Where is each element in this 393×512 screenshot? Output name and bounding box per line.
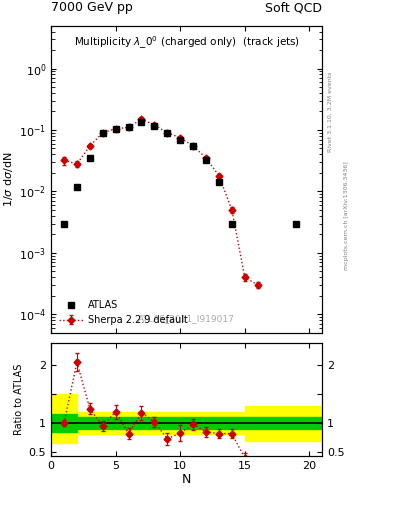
ATLAS [217,179,221,185]
ATLAS [230,221,234,227]
ATLAS [126,124,131,131]
ATLAS [88,155,92,161]
ATLAS [75,183,79,189]
ATLAS [152,123,157,130]
ATLAS [191,143,195,149]
Text: ATLAS_2011_I919017: ATLAS_2011_I919017 [138,314,235,324]
ATLAS [165,130,170,136]
Text: 7000 GeV pp: 7000 GeV pp [51,2,133,14]
Y-axis label: 1/$\sigma$ d$\sigma$/dN: 1/$\sigma$ d$\sigma$/dN [2,152,15,207]
Text: mcplots.cern.ch [arXiv:1306.3436]: mcplots.cern.ch [arXiv:1306.3436] [344,162,349,270]
ATLAS [139,119,144,125]
Text: Multiplicity $\lambda\_0^0$ (charged only)  (track jets): Multiplicity $\lambda\_0^0$ (charged onl… [73,35,300,51]
X-axis label: N: N [182,473,191,486]
ATLAS [113,125,118,132]
Text: Soft QCD: Soft QCD [265,2,322,14]
ATLAS [294,221,299,227]
Line: ATLAS: ATLAS [61,118,300,227]
Text: Rivet 3.1.10, 3.2M events: Rivet 3.1.10, 3.2M events [328,72,333,152]
ATLAS [62,221,66,227]
Legend: ATLAS, Sherpa 2.2.9 default: ATLAS, Sherpa 2.2.9 default [56,297,191,328]
ATLAS [204,157,208,163]
ATLAS [100,130,105,136]
Y-axis label: Ratio to ATLAS: Ratio to ATLAS [15,364,24,435]
ATLAS [178,136,183,142]
